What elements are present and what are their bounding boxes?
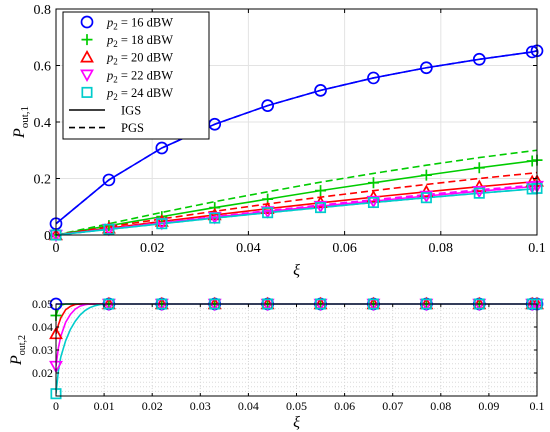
x-tick-label: 0.04 bbox=[238, 399, 259, 413]
series-line-igs bbox=[56, 50, 537, 225]
legend-box bbox=[62, 11, 210, 140]
bottom-grid bbox=[55, 303, 538, 396]
y-axis-label: Pout,2 bbox=[8, 335, 28, 366]
series-line bbox=[56, 303, 537, 394]
legend-item: p2 = 20 dBW bbox=[80, 49, 173, 67]
legend-marker bbox=[81, 86, 93, 98]
y-tick-label: 0.02 bbox=[32, 366, 53, 380]
legend-label: p2 = 20 dBW bbox=[106, 51, 173, 67]
x-tick-label: 0.03 bbox=[190, 399, 211, 413]
data-point bbox=[525, 45, 539, 59]
x-tick-label: 0.04 bbox=[236, 241, 261, 256]
y-axis-label: Pout,1 bbox=[11, 106, 31, 139]
legend-item: p2 = 22 dBW bbox=[80, 68, 173, 84]
top-chart: 0 0.02 0.04 0.06 0.08 0.1 0 0.2 0.4 0.6 0.8 ξ Pout,1… bbox=[11, 3, 546, 279]
legend-marker bbox=[80, 49, 94, 63]
data-point bbox=[367, 196, 379, 209]
data-point bbox=[367, 71, 380, 85]
x-axis-label: ξ bbox=[293, 414, 300, 431]
legend-marker bbox=[81, 34, 93, 46]
legend-item: p2 = 18 dBW bbox=[81, 33, 173, 49]
x-tick-label: 0.01 bbox=[94, 399, 115, 413]
series-line-pgs bbox=[56, 149, 537, 235]
y-tick-label: 0.4 bbox=[34, 116, 52, 131]
data-point bbox=[420, 61, 433, 75]
data-point bbox=[260, 206, 275, 219]
data-point bbox=[314, 84, 327, 97]
legend-label: p2 = 24 dBW bbox=[106, 86, 173, 102]
data-point bbox=[315, 185, 327, 197]
data-point bbox=[101, 220, 116, 234]
legend-label: p2 = 16 dBW bbox=[106, 16, 173, 32]
x-tick-label: 0.08 bbox=[430, 399, 451, 413]
data-point bbox=[420, 169, 432, 181]
data-point bbox=[207, 207, 222, 221]
y-tick-label: 0 bbox=[44, 229, 51, 244]
data-point bbox=[154, 214, 169, 227]
data-point bbox=[209, 212, 221, 224]
y-tick-label: 0.8 bbox=[34, 3, 52, 18]
x-axis-label: ξ bbox=[293, 262, 300, 279]
legend-label: p2 = 18 dBW bbox=[106, 33, 173, 49]
data-point bbox=[261, 99, 274, 112]
legend-label: PGS bbox=[121, 121, 144, 135]
bottom-markers bbox=[49, 296, 544, 400]
y-tick-label: 0.03 bbox=[32, 343, 53, 357]
x-tick-label: 0.09 bbox=[478, 399, 499, 413]
y-tick-label: 0.04 bbox=[32, 320, 53, 334]
x-tick-label: 0.1 bbox=[528, 241, 546, 256]
x-tick-label: 0.05 bbox=[286, 399, 307, 413]
data-point bbox=[472, 185, 487, 199]
data-point bbox=[419, 190, 434, 204]
data-point bbox=[209, 202, 221, 214]
data-point bbox=[103, 223, 115, 235]
data-point bbox=[102, 173, 116, 187]
legend-item: IGS bbox=[69, 104, 141, 118]
series-line-igs bbox=[56, 159, 537, 235]
legend-marker bbox=[80, 15, 94, 29]
x-tick-label: 0.07 bbox=[382, 399, 403, 413]
x-tick-label: 0.08 bbox=[429, 241, 454, 256]
data-point bbox=[420, 192, 432, 204]
legend-item: p2 = 16 dBW bbox=[80, 15, 173, 32]
x-tick-label: 0.02 bbox=[142, 399, 163, 413]
data-point bbox=[366, 195, 381, 209]
x-tick-label: 0.02 bbox=[140, 241, 165, 256]
x-tick-label: 0.06 bbox=[332, 241, 357, 256]
y-tick-label: 0.2 bbox=[34, 173, 52, 188]
data-point bbox=[155, 141, 169, 155]
bottom-chart: 0 0.01 0.02 0.03 0.04 0.05 0.06 0.07 0.08 0.09 0.1… bbox=[8, 296, 545, 431]
data-point bbox=[313, 200, 328, 214]
y-tick-label: 0.05 bbox=[32, 297, 53, 311]
x-tick-label: 0 bbox=[53, 241, 60, 256]
legend-marker bbox=[80, 69, 94, 83]
data-point bbox=[315, 202, 327, 214]
data-point bbox=[473, 187, 485, 199]
x-tick-label: 0 bbox=[53, 399, 59, 413]
data-point bbox=[473, 162, 485, 174]
legend-label: IGS bbox=[121, 104, 141, 118]
series-line-igs bbox=[56, 187, 537, 235]
x-tick-label: 0.1 bbox=[530, 399, 545, 413]
y-tick-label: 0.6 bbox=[34, 60, 52, 75]
data-point bbox=[472, 52, 486, 66]
data-point bbox=[262, 207, 274, 219]
legend-item: p2 = 24 dBW bbox=[81, 86, 173, 102]
data-point bbox=[367, 177, 379, 189]
legend-item: PGS bbox=[69, 121, 144, 135]
data-point bbox=[156, 218, 168, 230]
x-tick-label: 0.06 bbox=[334, 399, 355, 413]
legend-label: p2 = 22 dBW bbox=[106, 68, 173, 84]
